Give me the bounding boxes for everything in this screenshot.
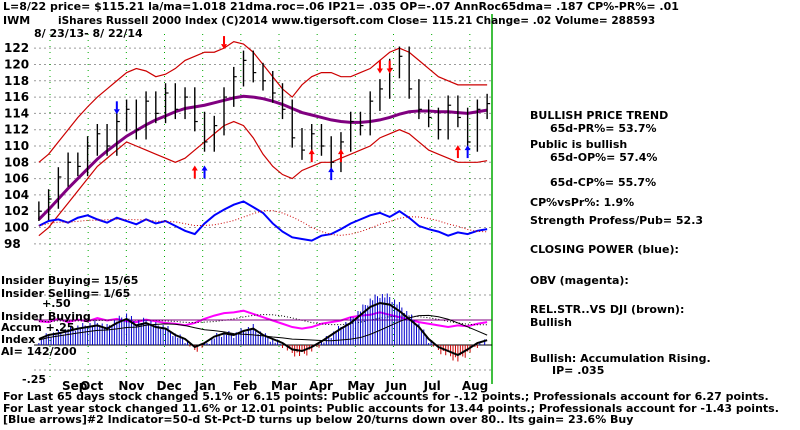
y-tick-label: 106 bbox=[4, 172, 29, 186]
closing-power-line bbox=[38, 200, 488, 242]
accum-status: Bullish: Accumulation Rising. bbox=[530, 352, 711, 365]
insider-buying-label: Insider Buying bbox=[1, 310, 91, 323]
footer-year: For Last year stock changed 11.6% or 12.… bbox=[3, 402, 779, 415]
y-tick-label: 118 bbox=[4, 74, 29, 88]
chart-title: iShares Russell 2000 Index (C)2014 www.t… bbox=[58, 15, 656, 27]
buy-arrow-red-head bbox=[308, 149, 315, 155]
pr-pct: 65d-PR%= 53.7% bbox=[550, 122, 657, 135]
signal-arrows-layer bbox=[113, 36, 471, 181]
cp-pct: 65d-CP%= 55.7% bbox=[550, 176, 657, 189]
x-tick-label: Mar bbox=[271, 379, 297, 393]
buy-arrow-blue-head bbox=[328, 167, 335, 173]
relstr-label: REL.STR..VS DJI (brown): bbox=[530, 303, 685, 316]
price-bars-layer bbox=[38, 46, 491, 222]
y-tick-label: 110 bbox=[4, 139, 29, 153]
cp-vs-pr: CP%vsPr%: 1.9% bbox=[530, 196, 635, 209]
obv-label: OBV (magenta): bbox=[530, 274, 629, 287]
closing-power-ma bbox=[38, 210, 488, 236]
x-tick-label: Jul bbox=[423, 379, 441, 393]
sell-arrow-head bbox=[221, 44, 228, 50]
insider-selling: Insider Selling= 1/65 bbox=[1, 287, 131, 300]
obv-ma bbox=[38, 314, 488, 326]
relstr-value: Bullish bbox=[530, 316, 572, 329]
x-tick-label: Sep bbox=[62, 379, 88, 393]
accum-ma-line bbox=[38, 314, 488, 342]
y-tick-label: 98 bbox=[4, 237, 21, 251]
y-tick-label: 114 bbox=[4, 106, 29, 120]
buy-arrow-blue-head bbox=[201, 165, 208, 171]
x-tick-label: Aug bbox=[462, 379, 488, 393]
sell-arrow-head bbox=[113, 109, 120, 115]
op-pct: 65d-OP%= 57.4% bbox=[550, 151, 658, 164]
accum-tick-plus25: Accum +.25 bbox=[1, 321, 75, 334]
sell-arrow-head bbox=[376, 68, 383, 74]
ticker-label: IWM bbox=[3, 14, 31, 27]
ma65-line bbox=[37, 94, 488, 221]
ip-value: IP= .035 bbox=[552, 364, 605, 377]
ai-value: AI= 142/200 bbox=[1, 345, 77, 358]
footer-65day: For Last 65 days stock changed 5.1% or 6… bbox=[3, 390, 769, 403]
accum-index-layer bbox=[34, 293, 492, 371]
buy-arrow-red-head bbox=[454, 145, 461, 151]
y-tick-label: 116 bbox=[4, 90, 29, 104]
x-tick-label: Nov bbox=[118, 379, 144, 393]
x-tick-label: Apr bbox=[309, 379, 333, 393]
y-tick-label: 102 bbox=[4, 204, 29, 218]
y-tick-label: 100 bbox=[4, 221, 29, 235]
strength-prof-pub: Strength Profess/Pub= 52.3 bbox=[530, 214, 704, 227]
y-tick-label: 108 bbox=[4, 155, 29, 169]
lower-band-line bbox=[38, 120, 488, 237]
closing-power-label: CLOSING POWER (blue): bbox=[530, 243, 679, 256]
accum-tick-minus25: -.25 bbox=[22, 373, 47, 386]
axis-labels-layer: 98 100 102 104 106 108 110 112 114 116 118 120 122 Se… bbox=[4, 41, 488, 393]
y-tick-label: 122 bbox=[4, 41, 29, 55]
upper-band-line bbox=[38, 40, 488, 163]
sell-arrow-head bbox=[386, 68, 393, 74]
insider-buying: Insider Buying= 15/65 bbox=[1, 274, 139, 287]
relstr-line bbox=[38, 301, 488, 357]
x-tick-label: May bbox=[347, 379, 375, 393]
x-tick-label: Dec bbox=[157, 379, 182, 393]
x-tick-label: Feb bbox=[233, 379, 258, 393]
indicator-layer bbox=[38, 200, 488, 330]
trend-label: BULLISH PRICE TREND bbox=[530, 109, 669, 122]
buy-arrow-red-head bbox=[337, 149, 344, 155]
footer-blue-arrows: [Blue arrows]#2 Indicator=50-d St-Pct-D … bbox=[3, 413, 634, 426]
x-tick-label: Jan bbox=[194, 379, 216, 393]
y-tick-label: 104 bbox=[4, 188, 29, 202]
date-range: 8/ 23/13- 8/ 22/14 bbox=[34, 27, 143, 40]
accum-tick-plus50: +.50 bbox=[42, 297, 71, 310]
y-tick-label: 120 bbox=[4, 57, 29, 71]
buy-arrow-red-head bbox=[191, 165, 198, 171]
y-tick-label: 112 bbox=[4, 123, 29, 137]
public-status: Public is bullish bbox=[530, 138, 628, 151]
index-label: Index bbox=[1, 333, 36, 346]
x-tick-label: Oct bbox=[80, 379, 103, 393]
buy-arrow-blue-head bbox=[464, 145, 471, 151]
header-stats-line: L=8/22 price= $115.21 la/ma=1.018 21dma.… bbox=[3, 0, 679, 13]
x-tick-label: Jun bbox=[385, 379, 408, 393]
